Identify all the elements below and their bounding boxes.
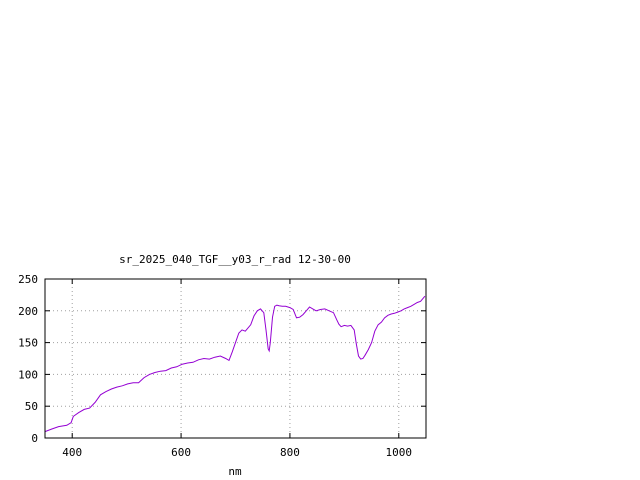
y-tick-labels: 0 50 100 150 200 250 xyxy=(18,273,38,445)
x-axis-label: nm xyxy=(228,465,242,478)
y-tick-label: 250 xyxy=(18,273,38,286)
x-tick-label: 400 xyxy=(62,446,82,459)
y-tick-label: 200 xyxy=(18,305,38,318)
x-tick-label: 800 xyxy=(280,446,300,459)
tick-marks xyxy=(45,278,426,439)
radiance-series-line xyxy=(44,295,426,433)
grid-lines xyxy=(45,279,426,438)
chart-title: sr_2025_040_TGF__y03_r_rad 12-30-00 xyxy=(119,253,351,266)
y-tick-label: 100 xyxy=(18,368,38,381)
x-tick-labels: 400 600 800 1000 xyxy=(62,446,412,459)
x-tick-label: 1000 xyxy=(386,446,413,459)
x-tick-label: 600 xyxy=(171,446,191,459)
y-tick-label: 0 xyxy=(31,432,38,445)
y-tick-label: 150 xyxy=(18,337,38,350)
plot-frame xyxy=(44,278,427,439)
y-tick-label: 50 xyxy=(25,400,38,413)
